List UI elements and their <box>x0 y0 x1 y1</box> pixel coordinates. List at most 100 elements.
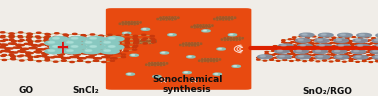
Circle shape <box>315 39 318 40</box>
Circle shape <box>28 33 33 35</box>
Circle shape <box>356 56 361 57</box>
Circle shape <box>375 49 378 50</box>
Circle shape <box>131 23 132 24</box>
Circle shape <box>26 54 30 56</box>
Circle shape <box>29 48 33 49</box>
Circle shape <box>64 49 82 54</box>
Circle shape <box>76 49 80 50</box>
Circle shape <box>330 46 334 47</box>
Circle shape <box>117 39 121 40</box>
Circle shape <box>319 33 333 37</box>
Circle shape <box>278 51 282 52</box>
Circle shape <box>335 48 339 49</box>
Circle shape <box>124 50 128 51</box>
Circle shape <box>313 46 316 47</box>
Circle shape <box>163 18 164 19</box>
Circle shape <box>20 55 24 56</box>
Circle shape <box>191 26 192 27</box>
Circle shape <box>330 61 333 62</box>
Circle shape <box>160 65 162 66</box>
Circle shape <box>231 18 233 19</box>
Circle shape <box>372 38 375 39</box>
Circle shape <box>77 60 82 61</box>
Circle shape <box>288 43 292 44</box>
Circle shape <box>361 41 364 42</box>
Circle shape <box>326 48 330 49</box>
Circle shape <box>82 41 101 45</box>
Circle shape <box>349 52 352 53</box>
Circle shape <box>107 45 111 47</box>
Circle shape <box>78 58 83 59</box>
Circle shape <box>342 51 345 52</box>
Circle shape <box>291 52 295 53</box>
Circle shape <box>353 58 357 59</box>
Circle shape <box>265 51 268 52</box>
Circle shape <box>364 52 368 53</box>
Circle shape <box>274 57 277 58</box>
Circle shape <box>323 58 326 59</box>
Circle shape <box>67 41 73 43</box>
Circle shape <box>73 57 77 58</box>
Circle shape <box>152 62 153 63</box>
Circle shape <box>308 40 311 41</box>
Circle shape <box>55 38 59 39</box>
Circle shape <box>316 57 319 58</box>
Circle shape <box>137 21 138 22</box>
Circle shape <box>358 54 361 55</box>
Circle shape <box>312 36 316 37</box>
Circle shape <box>278 52 282 53</box>
Circle shape <box>108 39 112 40</box>
Circle shape <box>125 38 130 39</box>
Circle shape <box>294 55 297 56</box>
Circle shape <box>131 23 132 24</box>
Circle shape <box>373 58 377 59</box>
Circle shape <box>307 45 310 46</box>
Circle shape <box>319 39 322 40</box>
Circle shape <box>53 46 59 47</box>
Circle shape <box>13 47 17 48</box>
Circle shape <box>321 40 325 41</box>
Circle shape <box>169 19 170 20</box>
Circle shape <box>11 58 15 59</box>
Circle shape <box>349 58 353 59</box>
Circle shape <box>143 38 147 39</box>
Circle shape <box>67 50 73 51</box>
Circle shape <box>308 42 311 43</box>
Circle shape <box>134 24 135 25</box>
Circle shape <box>121 57 125 58</box>
Circle shape <box>311 51 315 52</box>
FancyBboxPatch shape <box>106 8 251 90</box>
Circle shape <box>305 52 308 53</box>
Circle shape <box>313 48 316 49</box>
Circle shape <box>236 38 237 39</box>
Circle shape <box>203 27 204 28</box>
Circle shape <box>363 60 366 61</box>
Circle shape <box>125 43 130 44</box>
Circle shape <box>297 45 301 46</box>
Circle shape <box>33 47 37 48</box>
Circle shape <box>0 52 2 53</box>
Circle shape <box>309 48 312 49</box>
Circle shape <box>336 58 339 59</box>
Circle shape <box>132 49 137 50</box>
Circle shape <box>302 49 306 50</box>
Circle shape <box>104 41 110 43</box>
Circle shape <box>324 43 327 44</box>
Circle shape <box>291 42 294 43</box>
Circle shape <box>321 34 326 35</box>
Circle shape <box>98 47 102 48</box>
Circle shape <box>375 53 378 54</box>
Circle shape <box>45 60 50 61</box>
Circle shape <box>10 36 14 37</box>
Circle shape <box>375 40 378 41</box>
Circle shape <box>105 57 110 58</box>
Circle shape <box>126 73 135 75</box>
Circle shape <box>53 41 57 43</box>
Circle shape <box>90 54 94 55</box>
Circle shape <box>282 42 285 43</box>
Circle shape <box>63 41 67 42</box>
Circle shape <box>108 37 115 39</box>
Circle shape <box>9 43 13 44</box>
Circle shape <box>20 60 24 61</box>
Circle shape <box>116 47 120 48</box>
